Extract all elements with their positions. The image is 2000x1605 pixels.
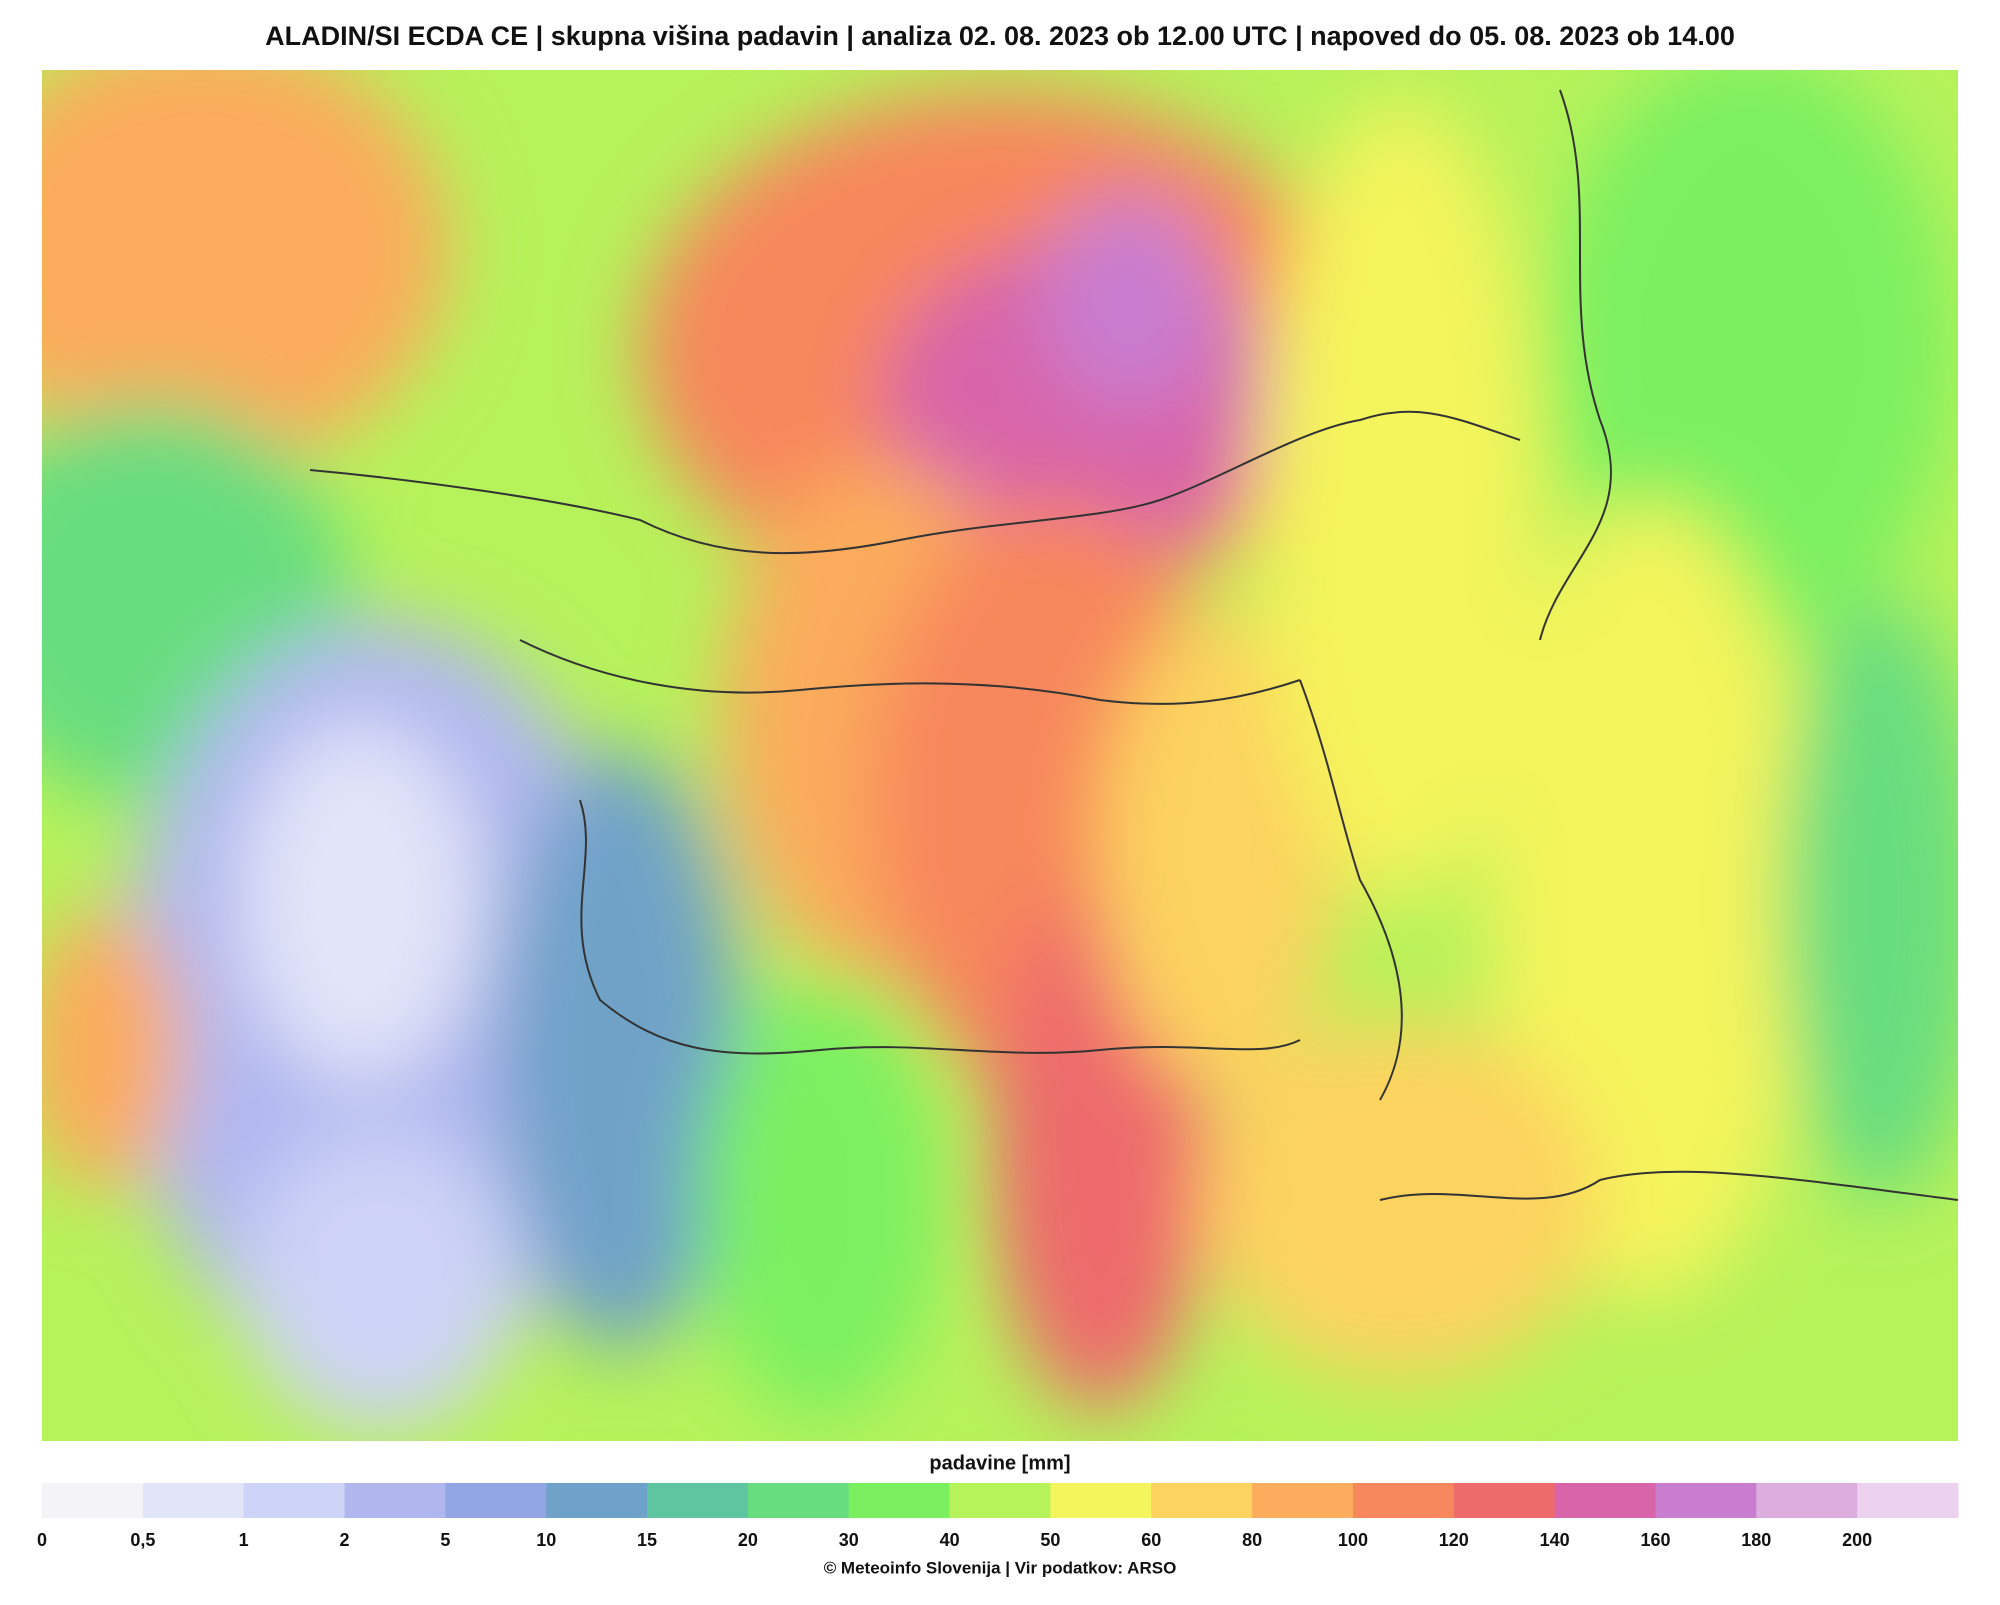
legend-swatch bbox=[1050, 1483, 1152, 1518]
legend-swatch bbox=[142, 1483, 245, 1518]
legend-tick-label: 2 bbox=[340, 1530, 350, 1550]
legend-tick-label: 80 bbox=[1242, 1530, 1262, 1550]
legend-tick-label: 120 bbox=[1439, 1530, 1469, 1550]
legend-tick-label: 1 bbox=[239, 1530, 249, 1550]
legend-tick-label: 60 bbox=[1141, 1530, 1161, 1550]
legend-tick-label: 180 bbox=[1741, 1530, 1771, 1550]
legend-swatch bbox=[949, 1483, 1051, 1518]
legend-swatch bbox=[1453, 1483, 1556, 1518]
legend-swatch bbox=[243, 1483, 346, 1518]
legend-swatch bbox=[1151, 1483, 1253, 1518]
legend-tick-label: 140 bbox=[1540, 1530, 1570, 1550]
precipitation-map bbox=[42, 70, 1958, 1441]
legend-swatch bbox=[1554, 1483, 1656, 1518]
legend-tick-label: 5 bbox=[440, 1530, 450, 1550]
legend-swatch bbox=[647, 1483, 749, 1518]
legend-tick-label: 50 bbox=[1040, 1530, 1060, 1550]
legend-tick-label: 15 bbox=[637, 1530, 657, 1550]
legend-swatch bbox=[42, 1483, 144, 1518]
legend-tick-label: 10 bbox=[536, 1530, 556, 1550]
legend-tick-label: 100 bbox=[1338, 1530, 1368, 1550]
legend-swatch bbox=[1352, 1483, 1455, 1518]
legend-tick-label: 160 bbox=[1640, 1530, 1670, 1550]
legend-tick-label: 30 bbox=[839, 1530, 859, 1550]
legend-tick-label: 0 bbox=[37, 1530, 47, 1550]
legend-swatch bbox=[1252, 1483, 1354, 1518]
legend-swatch bbox=[344, 1483, 446, 1518]
legend-title: padavine [mm] bbox=[929, 1452, 1070, 1474]
legend-swatch bbox=[1857, 1483, 1959, 1518]
legend-swatch bbox=[848, 1483, 951, 1518]
legend-swatch bbox=[546, 1483, 648, 1518]
borders bbox=[309, 89, 1958, 1201]
legend-swatch bbox=[747, 1483, 850, 1518]
legend-tick-label: 200 bbox=[1842, 1530, 1872, 1550]
legend: 0 0,5 1 2 5 10 15 20 30 40 50 60 80 100 120 140 160 180 20… bbox=[37, 1483, 1959, 1550]
legend-swatch bbox=[1756, 1483, 1858, 1518]
title: ALADIN/SI ECDA CE | skupna višina padavi… bbox=[265, 21, 1735, 51]
legend-swatch bbox=[445, 1483, 547, 1518]
legend-swatch bbox=[1655, 1483, 1757, 1518]
legend-tick-label: 0,5 bbox=[130, 1530, 155, 1550]
legend-tick-label: 40 bbox=[940, 1530, 960, 1550]
credit: © Meteoinfo Slovenija | Vir podatkov: AR… bbox=[824, 1558, 1177, 1577]
legend-tick-label: 20 bbox=[738, 1530, 758, 1550]
